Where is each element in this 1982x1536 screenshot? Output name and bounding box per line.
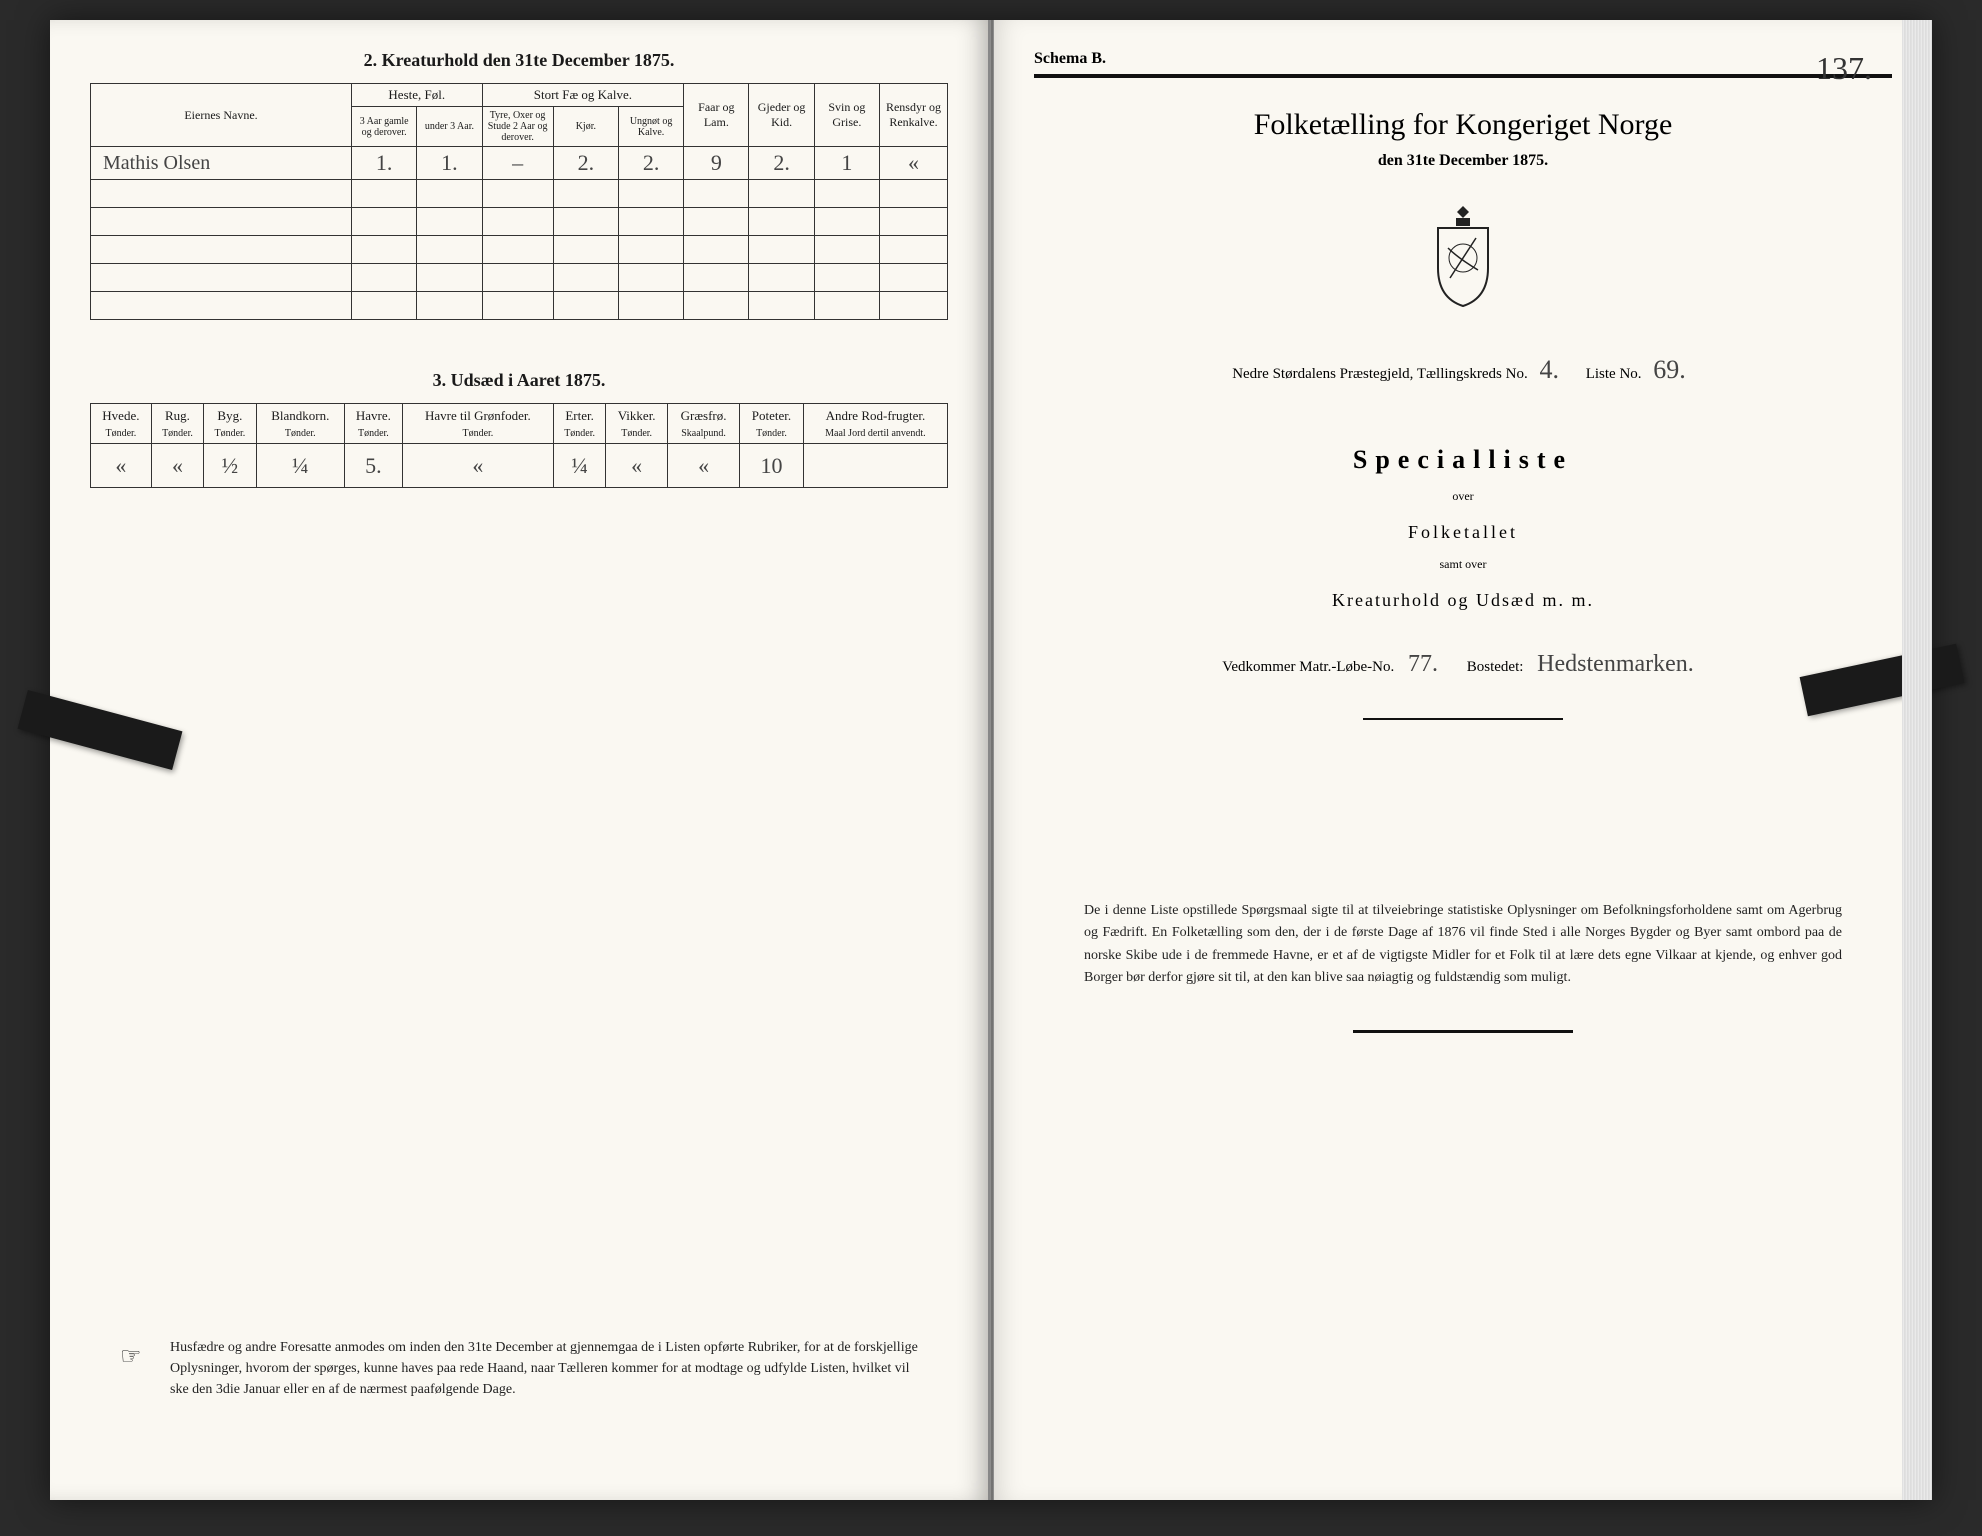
schema-label: Schema B. [1034,50,1892,68]
col: Blandkorn. [261,408,340,424]
table-row [91,264,948,292]
cell: « [91,444,152,488]
col: Byg. [208,408,251,424]
col-pigs: Svin og Grise. [814,84,879,147]
kreaturhold-label: Kreaturhold og Udsæd m. m. [1034,590,1892,611]
col: Vikker. [610,408,663,424]
table-row: Mathis Olsen 1. 1. – 2. 2. 9 2. 1 « [91,147,948,180]
unit: Tønder. [407,428,549,439]
section3-title: 3. Udsæd i Aaret 1875. [90,370,948,391]
cell: 1 [814,147,879,180]
col: Græsfrø. [672,408,735,424]
livestock-table: Eiernes Navne. Heste, Føl. Stort Fæ og K… [90,83,948,320]
unit: Tønder. [95,428,147,439]
seed-table: Hvede. Tønder. Rug. Tønder. Byg. Tønder. Bl… [90,403,948,488]
bostedet-value: Hedstenmarken. [1527,651,1704,677]
bottom-paragraph: De i denne Liste opstillede Spørgsmaal s… [1034,900,1892,990]
unit: Tønder. [349,428,398,439]
col: Havre. [349,408,398,424]
cell: « [402,444,553,488]
cell: 2. [553,147,618,180]
cell: ½ [204,444,256,488]
cell: 1. [417,147,482,180]
unit: Tønder. [744,428,799,439]
bostedet-label: Bostedet: [1467,659,1524,675]
col: Havre til Grønfoder. [407,408,549,424]
table-row [91,208,948,236]
unit: Tønder. [208,428,251,439]
rule [1363,718,1563,720]
cell: « [606,444,668,488]
district-prefix: Nedre Størdalens Præstegjeld, Tællingskr… [1232,366,1528,382]
folketallet-label: Folketallet [1034,522,1892,543]
vedk-label: Vedkommer Matr.-Løbe-No. [1222,659,1394,675]
col-group-horses: Heste, Føl. [352,84,483,107]
liste-label: Liste No. [1586,366,1642,382]
unit: Tønder. [261,428,340,439]
cell: 10 [740,444,804,488]
seed-data-row: « « ½ ¼ 5. « ¼ « « 10 [91,444,948,488]
cell: – [482,147,553,180]
unit: Tønder. [156,428,199,439]
district-number: 4. [1531,355,1567,384]
cell: 1. [352,147,417,180]
liste-number: 69. [1645,355,1694,384]
rule [1353,1030,1573,1033]
sub-horse-2: under 3 Aar. [417,107,482,147]
sub-cattle-1: Tyre, Oxer og Stude 2 Aar og derover. [482,107,553,147]
col: Hvede. [95,408,147,424]
specialliste-title: Specialliste [1034,445,1892,475]
left-page: 2. Kreaturhold den 31te December 1875. E… [50,20,990,1500]
unit: Tønder. [558,428,601,439]
book-spread: 2. Kreaturhold den 31te December 1875. E… [50,20,1932,1500]
owner-name-cell: Mathis Olsen [91,147,352,180]
page-edges [1902,20,1932,1500]
cell: « [879,147,947,180]
vedkommer-line: Vedkommer Matr.-Løbe-No. 77. Bostedet: H… [1034,651,1892,678]
samt-label: samt over [1034,557,1892,572]
table-row [91,180,948,208]
sub-cattle-3: Ungnøt og Kalve. [618,107,683,147]
col-owner-name: Eiernes Navne. [91,84,352,147]
rule [1034,74,1892,78]
sub-horse-1: 3 Aar gamle og derover. [352,107,417,147]
col-reindeer: Rensdyr og Renkalve. [879,84,947,147]
right-page: 137. Schema B. Folketælling for Kongerig… [994,20,1932,1500]
cell [803,444,947,488]
cell: 9 [684,147,749,180]
table-row [91,236,948,264]
cell: ¼ [256,444,344,488]
col: Poteter. [744,408,799,424]
district-line: Nedre Størdalens Præstegjeld, Tællingskr… [1034,355,1892,385]
vedk-number: 77. [1398,651,1448,677]
unit: Skaalpund. [672,428,735,439]
cell: 5. [344,444,402,488]
over-label: over [1034,489,1892,504]
cell: « [667,444,739,488]
footnote-block: ☞ Husfædre og andre Foresatte anmodes om… [170,1337,918,1400]
cell: « [151,444,203,488]
col: Andre Rod-frugter. [808,408,943,424]
sub-date: den 31te December 1875. [1034,152,1892,170]
col-goats: Gjeder og Kid. [749,84,814,147]
col: Rug. [156,408,199,424]
sub-cattle-2: Kjør. [553,107,618,147]
cell: ¼ [553,444,605,488]
col: Erter. [558,408,601,424]
pointing-hand-icon: ☞ [120,1339,142,1375]
seed-header-row: Hvede. Tønder. Rug. Tønder. Byg. Tønder. Bl… [91,404,948,444]
binder-clip-left [18,690,183,770]
unit: Tønder. [610,428,663,439]
main-title: Folketælling for Kongeriget Norge [1034,108,1892,142]
unit: Maal Jord dertil anvendt. [808,428,943,439]
table-row [91,292,948,320]
col-sheep: Faar og Lam. [684,84,749,147]
section2-title: 2. Kreaturhold den 31te December 1875. [90,50,948,71]
coat-of-arms-icon [1034,200,1892,315]
page-number: 137. [1816,50,1872,87]
footnote-text: Husfædre og andre Foresatte anmodes om i… [170,1340,918,1397]
cell: 2. [749,147,814,180]
cell: 2. [618,147,683,180]
col-group-cattle: Stort Fæ og Kalve. [482,84,684,107]
